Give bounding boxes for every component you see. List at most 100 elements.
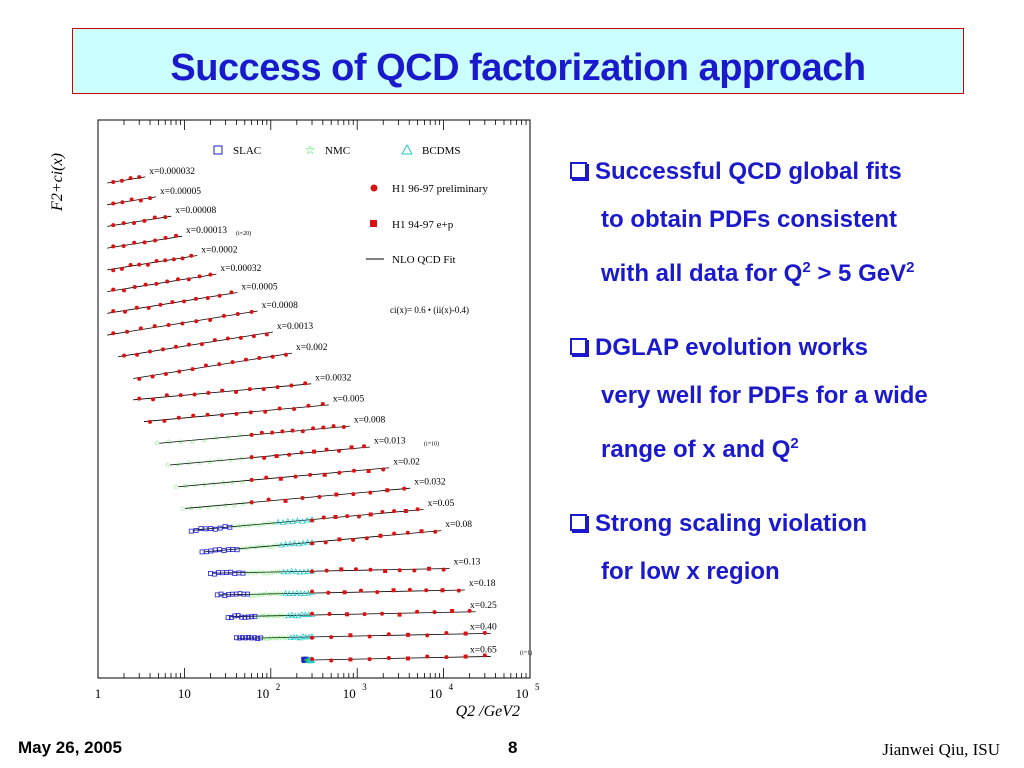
- h1-96-97-point: [137, 175, 142, 180]
- h1-96-97-point: [132, 285, 137, 290]
- nmc-point: ☆: [275, 590, 281, 598]
- legend-label: H1 96-97 preliminary: [392, 183, 488, 195]
- h1-96-97-point: [321, 425, 326, 430]
- h1-94-97-point: [391, 588, 396, 593]
- h1-96-97-point: [111, 268, 116, 273]
- nmc-point: ☆: [304, 656, 310, 664]
- h1-96-97-point: [270, 430, 275, 435]
- h1-96-97-point: [152, 324, 157, 329]
- nmc-point: ☆: [165, 461, 171, 469]
- bin-label: x=0.65: [470, 646, 497, 656]
- h1-96-97-point: [199, 342, 204, 347]
- nmc-point: ☆: [271, 590, 277, 598]
- h1-96-97-point: [303, 381, 308, 386]
- nmc-point: ☆: [238, 455, 244, 463]
- x-tick-exponent: 2: [276, 682, 281, 692]
- bin-index-tag: (i=10): [424, 441, 439, 448]
- nmc-point: ☆: [201, 481, 207, 489]
- h1-96-97-point: [174, 233, 179, 238]
- nmc-point: ☆: [231, 502, 237, 510]
- nmc-point: ☆: [243, 544, 249, 552]
- h1-96-97-point: [351, 492, 356, 497]
- h1-96-97-point: [173, 344, 178, 349]
- bin-label: x=0.008: [354, 416, 386, 426]
- h1-96-97-point: [180, 256, 185, 261]
- h1-96-97-point: [111, 223, 116, 228]
- bin-label: x=0.000032: [149, 167, 195, 177]
- nmc-point: ☆: [256, 522, 262, 530]
- h1-94-97-point: [450, 608, 455, 613]
- h1-96-97-point: [280, 429, 285, 434]
- h1-96-97-point: [234, 411, 239, 416]
- nmc-point: ☆: [247, 544, 253, 552]
- nmc-point: ☆: [256, 568, 262, 576]
- h1-96-97-point: [208, 272, 213, 277]
- h1-94-97-point: [322, 472, 327, 477]
- h1-96-97-point: [326, 590, 331, 595]
- nlo-fit-curve: [107, 215, 172, 227]
- h1-94-97-point: [312, 449, 317, 454]
- h1-96-97-point: [392, 531, 397, 536]
- x-axis-label: Q2 /GeV2: [456, 703, 520, 720]
- h1-96-97-point: [243, 357, 248, 362]
- h1-96-97-point: [182, 299, 187, 304]
- bcdms-point: [301, 590, 308, 596]
- nlo-fit-curve: [133, 352, 293, 379]
- slac-point: [234, 635, 239, 641]
- slac-point: [212, 526, 218, 532]
- legend-label: NMC: [325, 145, 350, 157]
- nmc-point: ☆: [260, 591, 266, 599]
- h1-96-97-point: [119, 266, 124, 271]
- h1-96-97-point: [263, 409, 268, 414]
- nmc-point: ☆: [282, 635, 288, 643]
- bcdms-point: [300, 539, 307, 546]
- h1-96-97-point: [310, 541, 315, 546]
- bcdms-point: [298, 611, 306, 617]
- nlo-fit-curve: [204, 530, 442, 553]
- nmc-point: ☆: [206, 503, 212, 511]
- h1-96-97-point: [310, 635, 315, 640]
- slac-point: [245, 614, 251, 620]
- checkbox-bullet-icon: [570, 514, 587, 531]
- h1-96-97-point: [146, 305, 151, 310]
- slac-point: [217, 525, 223, 531]
- h1-96-97-point: [191, 413, 196, 418]
- slac-point: [198, 526, 204, 532]
- h1-96-97-point: [368, 567, 373, 572]
- nmc-point: ☆: [244, 569, 250, 577]
- bcdms-point: [284, 517, 291, 524]
- h1-96-97-point: [151, 397, 156, 402]
- h1-96-97-point: [310, 589, 315, 594]
- nmc-point: ☆: [196, 459, 202, 467]
- h1-96-97-point: [147, 349, 152, 354]
- h1-94-97-point: [463, 654, 468, 659]
- nmc-point: ☆: [272, 613, 278, 621]
- h1-96-97-point: [217, 362, 222, 367]
- slac-point: [208, 526, 213, 531]
- h1-96-97-point: [362, 444, 367, 449]
- nmc-point: ☆: [248, 568, 254, 576]
- bin-label: x=0.18: [469, 579, 496, 589]
- nlo-fit-curve: [117, 331, 273, 358]
- bcdms-point: [305, 611, 312, 617]
- h1-94-97-point: [406, 632, 411, 637]
- h1-96-97-point: [264, 332, 269, 337]
- h1-96-97-point: [367, 657, 372, 662]
- h1-96-97-point: [137, 396, 142, 401]
- slac-point: [222, 524, 228, 530]
- h1-96-97-point: [341, 425, 346, 430]
- nmc-point: ☆: [276, 634, 282, 642]
- x-tick-label: 10: [343, 686, 356, 701]
- bcdms-point: [292, 612, 299, 619]
- slac-point: [227, 524, 233, 530]
- h1-96-97-point: [441, 567, 446, 572]
- nmc-point: ☆: [213, 434, 219, 442]
- nmc-point: ☆: [273, 635, 279, 643]
- h1-96-97-point: [220, 413, 225, 418]
- h1-96-97-point: [138, 198, 143, 203]
- h1-96-97-point: [111, 244, 116, 249]
- h1-96-97-point: [148, 419, 153, 424]
- bin-index-tag: (i=20): [236, 230, 251, 237]
- nmc-point: ☆: [197, 504, 203, 512]
- bcdms-point: [294, 517, 301, 523]
